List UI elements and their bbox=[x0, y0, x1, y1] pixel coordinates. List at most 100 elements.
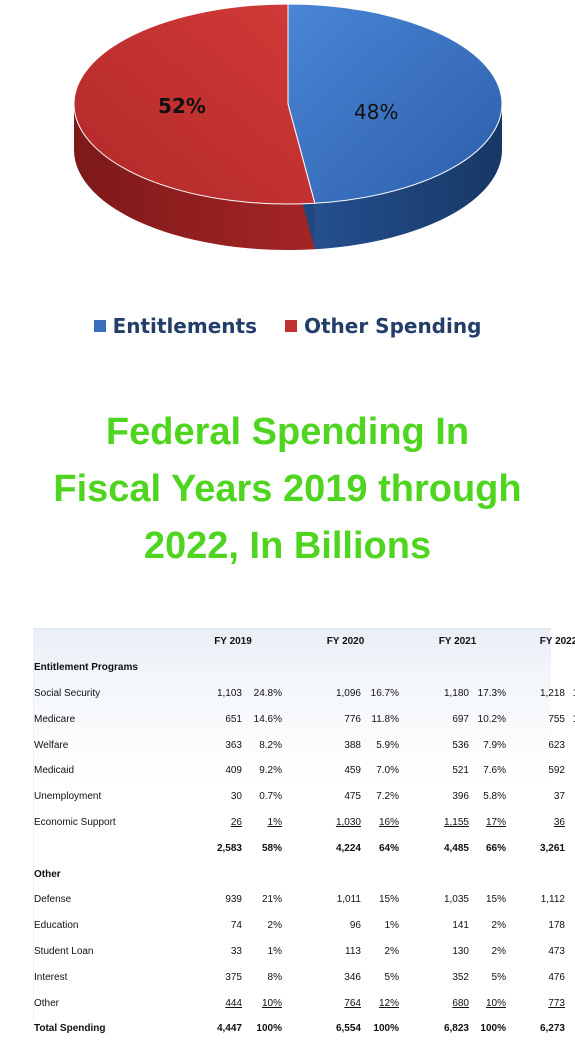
cell-percent: 12% bbox=[565, 990, 575, 1016]
cell-percent: 14.6% bbox=[253, 713, 282, 725]
cell-value: 375 bbox=[225, 971, 242, 983]
cell-value: 651 bbox=[225, 713, 242, 725]
cell-value: 37 bbox=[553, 791, 565, 803]
cell-value: 444 bbox=[225, 997, 242, 1009]
slice-label-other-spending: 52% bbox=[158, 94, 206, 118]
legend-swatch-other-spending bbox=[284, 320, 297, 332]
subtotal-value: 4,485 bbox=[443, 842, 469, 854]
cell-percent: 10% bbox=[485, 997, 506, 1009]
cell-percent: 3% bbox=[565, 913, 575, 939]
cell-percent: 9.4% bbox=[565, 758, 575, 784]
cell-value: 6,823 bbox=[443, 1023, 469, 1035]
header-year: FY 2022 bbox=[539, 636, 575, 648]
cell-value: 363 bbox=[225, 739, 242, 751]
cell-value: 521 bbox=[452, 765, 469, 777]
spending-table: FY 2019 FY 2020 FY 2021 FY 2022 Entitlement … bbox=[33, 628, 575, 1034]
row-label: Student Loan bbox=[34, 945, 94, 957]
cell-value: 26 bbox=[230, 816, 242, 828]
section-header: Other bbox=[34, 861, 575, 887]
section-title: Entitlement Programs bbox=[34, 662, 138, 674]
cell-percent: 19.4% bbox=[565, 681, 575, 707]
slice-label-entitlements: 48% bbox=[354, 100, 399, 124]
cell-percent: 15% bbox=[485, 894, 506, 906]
cell-value: 346 bbox=[344, 971, 361, 983]
cell-value: 1,030 bbox=[335, 816, 361, 828]
cell-percent: 12.0% bbox=[565, 706, 575, 732]
cell-value: 680 bbox=[452, 997, 469, 1009]
row-label: Defense bbox=[34, 894, 72, 906]
cell-value: 178 bbox=[548, 920, 565, 932]
cell-percent: 11.8% bbox=[371, 713, 399, 725]
cell-percent: 16.7% bbox=[370, 687, 399, 699]
cell-percent: 10.2% bbox=[477, 713, 506, 725]
legend-swatch-entitlements bbox=[93, 320, 106, 332]
cell-percent: 17.3% bbox=[477, 687, 506, 699]
cell-value: 6,554 bbox=[335, 1023, 361, 1035]
cell-value: 773 bbox=[548, 997, 565, 1009]
subtotal-percent: 66% bbox=[485, 842, 506, 854]
cell-percent: 16% bbox=[378, 816, 399, 828]
cell-value: 6,273 bbox=[539, 1023, 565, 1035]
subtotal-percent: 58% bbox=[261, 842, 282, 854]
cell-percent: 1% bbox=[384, 920, 399, 932]
cell-percent: 100% bbox=[256, 1023, 282, 1035]
row-label: Economic Support bbox=[34, 816, 116, 828]
cell-value: 1,112 bbox=[540, 894, 565, 906]
cell-percent: 8% bbox=[565, 939, 575, 965]
cell-percent: 5.9% bbox=[376, 739, 399, 751]
legend-label-entitlements: Entitlements bbox=[112, 314, 257, 338]
cell-value: 1,155 bbox=[443, 816, 469, 828]
pie-side-other-spending-front bbox=[74, 104, 315, 251]
cell-value: 1,103 bbox=[216, 687, 242, 699]
legend: Entitlements Other Spending bbox=[0, 314, 575, 338]
table-header-row: FY 2019 FY 2020 FY 2021 FY 2022 bbox=[34, 629, 575, 655]
cell-value: 96 bbox=[349, 920, 361, 932]
cell-value: 1,096 bbox=[335, 687, 361, 699]
cell-percent: 9.2% bbox=[259, 765, 282, 777]
cell-percent: 12% bbox=[378, 997, 399, 1009]
cell-percent: 17% bbox=[485, 816, 506, 828]
cell-percent: 5% bbox=[384, 971, 399, 983]
headline-line-1: Federal Spending In bbox=[105, 411, 470, 453]
row-label: Social Security bbox=[34, 687, 101, 699]
subtotal-value: 4,224 bbox=[335, 842, 361, 854]
cell-percent: 1% bbox=[565, 810, 575, 836]
legend-label-other-spending: Other Spending bbox=[303, 314, 482, 338]
cell-value: 623 bbox=[548, 739, 565, 751]
header-year: FY 2020 bbox=[326, 636, 365, 648]
cell-percent: 5.8% bbox=[483, 791, 506, 803]
cell-percent: 24.8% bbox=[253, 687, 282, 699]
section-header: Entitlement Programs bbox=[34, 655, 575, 681]
pie-chart: 52% 48% bbox=[0, 0, 575, 300]
cell-percent: 2% bbox=[384, 945, 399, 957]
row-label: Interest bbox=[34, 971, 68, 983]
row-label: Unemployment bbox=[34, 791, 102, 803]
cell-value: 396 bbox=[452, 791, 469, 803]
table-row: Student Loan 33 1% 113 2% 130 2% 4738% bbox=[34, 939, 575, 965]
table-row: Unemployment 30 0.7% 475 7.2% 396 5.8% 370.6% bbox=[34, 784, 575, 810]
cell-value: 473 bbox=[548, 945, 565, 957]
cell-percent: 21% bbox=[261, 894, 282, 906]
cell-value: 30 bbox=[230, 791, 242, 803]
cell-percent: 2% bbox=[491, 945, 506, 957]
cell-value: 1,218 bbox=[539, 687, 565, 699]
table-row: Total Spending 4,447 100% 6,554 100% 6,823 100… bbox=[34, 1016, 575, 1042]
cell-percent: 1% bbox=[267, 945, 282, 957]
cell-percent: 7.2% bbox=[376, 791, 399, 803]
cell-percent: 7.9% bbox=[483, 739, 506, 751]
cell-value: 409 bbox=[225, 765, 242, 777]
cell-percent: 18% bbox=[565, 887, 575, 913]
cell-value: 755 bbox=[548, 713, 565, 725]
header-year: FY 2019 bbox=[214, 636, 252, 648]
table-row: Education 74 2% 96 1% 141 2% 1783% bbox=[34, 913, 575, 939]
legend-item-entitlements: Entitlements bbox=[93, 314, 257, 338]
cell-value: 36 bbox=[553, 816, 565, 828]
cell-value: 141 bbox=[452, 920, 469, 932]
cell-percent: 8% bbox=[565, 964, 575, 990]
row-label: Medicaid bbox=[34, 765, 75, 777]
cell-value: 113 bbox=[345, 945, 361, 957]
subtotal-label-spacer bbox=[34, 835, 174, 861]
subtotal-percent: 64% bbox=[378, 842, 399, 854]
cell-percent: 8% bbox=[267, 971, 282, 983]
